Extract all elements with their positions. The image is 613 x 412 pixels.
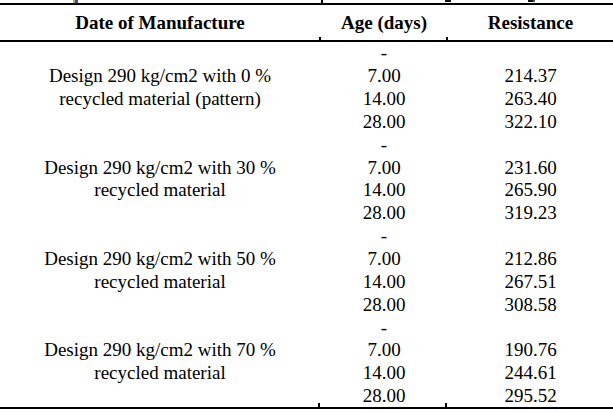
design-label-line1: Design 290 kg/cm2 with 70 % (0, 339, 320, 361)
age-value: 14.00 (320, 271, 448, 293)
resistance-value: 190.76 (448, 339, 613, 361)
design-label-line2: recycled material (0, 179, 320, 201)
table-header-row: Date of Manufacture Age (days) Resistanc… (0, 5, 613, 40)
age-dash: - (320, 317, 448, 339)
table-row: recycled material 14.00 244.61 (0, 362, 613, 385)
table-row-dash: - (0, 225, 613, 248)
cropped-caption-remnant (533, 0, 535, 2)
age-value: 28.00 (320, 294, 448, 316)
age-dash: - (320, 134, 448, 156)
resistance-value: 263.40 (448, 88, 613, 110)
age-value: 14.00 (320, 362, 448, 384)
resistance-value: 322.10 (448, 111, 613, 133)
design-label-line2: recycled material (pattern) (0, 88, 320, 110)
table-row: 28.00 322.10 (0, 111, 613, 134)
resistance-value: 231.60 (448, 157, 613, 179)
design-label-line1: Design 290 kg/cm2 with 30 % (0, 157, 320, 179)
table-row: Design 290 kg/cm2 with 0 % 7.00 214.37 (0, 65, 613, 88)
resistance-value: 319.23 (448, 202, 613, 224)
table-row: recycled material 14.00 267.51 (0, 270, 613, 293)
column-header-date-of-manufacture: Date of Manufacture (0, 12, 320, 34)
age-dash: - (320, 225, 448, 247)
table-row-dash: - (0, 42, 613, 65)
table-body: - Design 290 kg/cm2 with 0 % 7.00 214.37… (0, 42, 613, 408)
age-value: 7.00 (320, 157, 448, 179)
design-label-line2: recycled material (0, 362, 320, 384)
resistance-value: 295.52 (448, 385, 613, 407)
table-row: Design 290 kg/cm2 with 50 % 7.00 212.86 (0, 248, 613, 271)
age-value: 14.00 (320, 179, 448, 201)
age-value: 28.00 (320, 202, 448, 224)
age-value: 28.00 (320, 385, 448, 407)
column-header-resistance: Resistance (448, 12, 613, 34)
age-value: 28.00 (320, 111, 448, 133)
table-row: recycled material (pattern) 14.00 263.40 (0, 88, 613, 111)
age-dash: - (320, 42, 448, 64)
design-label-line1: Design 290 kg/cm2 with 50 % (0, 248, 320, 270)
table-row: recycled material 14.00 265.90 (0, 179, 613, 202)
table-row: 28.00 308.58 (0, 293, 613, 316)
design-label-line2: recycled material (0, 271, 320, 293)
table-row: 28.00 295.52 (0, 385, 613, 408)
age-value: 14.00 (320, 88, 448, 110)
column-header-age-days: Age (days) (320, 12, 448, 34)
resistance-value: 308.58 (448, 294, 613, 316)
resistance-value: 265.90 (448, 179, 613, 201)
design-label-line1: Design 290 kg/cm2 with 0 % (0, 65, 320, 87)
age-value: 7.00 (320, 248, 448, 270)
table-row: 28.00 319.23 (0, 202, 613, 225)
paper-table-page: Date of Manufacture Age (days) Resistanc… (0, 0, 613, 412)
table-row-dash: - (0, 316, 613, 339)
resistance-value: 212.86 (448, 248, 613, 270)
resistance-value: 244.61 (448, 362, 613, 384)
resistance-value: 214.37 (448, 65, 613, 87)
table-row: Design 290 kg/cm2 with 70 % 7.00 190.76 (0, 339, 613, 362)
table-row-dash: - (0, 133, 613, 156)
age-value: 7.00 (320, 339, 448, 361)
table-row: Design 290 kg/cm2 with 30 % 7.00 231.60 (0, 156, 613, 179)
cropped-caption-remnant (445, 0, 451, 2)
resistance-value: 267.51 (448, 271, 613, 293)
age-value: 7.00 (320, 65, 448, 87)
